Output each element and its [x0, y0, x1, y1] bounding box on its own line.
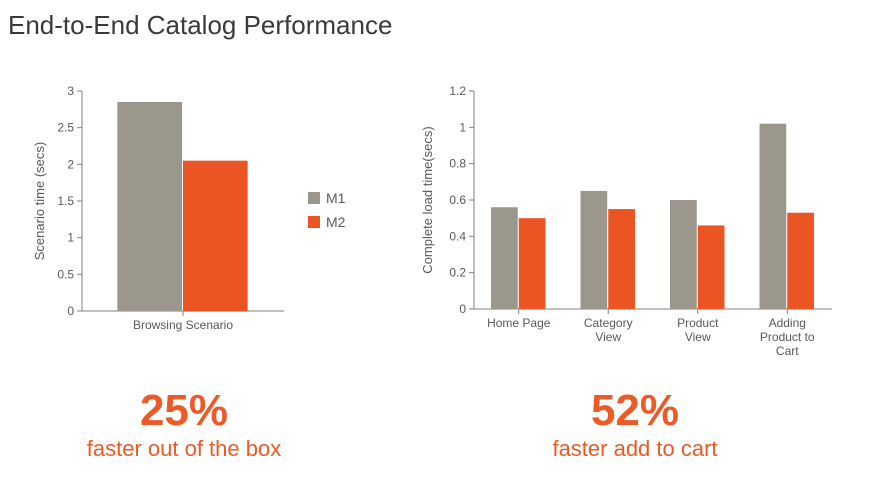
- bar: [183, 161, 248, 311]
- bar: [581, 191, 608, 309]
- y-tick-label: 0.2: [449, 266, 466, 280]
- y-axis-label: Scenario time (secs): [32, 142, 47, 260]
- y-tick-label: 0.6: [449, 193, 466, 207]
- y-tick-label: 0: [67, 304, 74, 318]
- y-tick-label: 2: [67, 157, 74, 171]
- chart-legend: M1 M2: [308, 190, 345, 238]
- legend-label-m2: M2: [326, 214, 345, 230]
- callout-right-big: 52%: [500, 388, 770, 434]
- category-label: Browsing Scenario: [133, 318, 233, 332]
- bar: [519, 218, 546, 309]
- legend-item-m1: M1: [308, 190, 345, 206]
- y-tick-label: 1.2: [449, 85, 466, 98]
- callout-left: 25% faster out of the box: [44, 388, 324, 462]
- category-label: CategoryView: [584, 316, 633, 344]
- y-tick-label: 1: [67, 231, 74, 245]
- y-tick-label: 3: [67, 85, 74, 98]
- bar: [117, 102, 182, 311]
- category-label: AddingProduct toCart: [760, 316, 815, 358]
- bar: [787, 213, 814, 309]
- legend-label-m1: M1: [326, 190, 345, 206]
- legend-swatch-m1: [308, 192, 320, 204]
- bar: [491, 207, 518, 309]
- y-tick-label: 0.4: [449, 229, 466, 243]
- y-tick-label: 0: [459, 302, 466, 316]
- y-tick-label: 0.8: [449, 157, 466, 171]
- y-tick-label: 1.5: [57, 194, 74, 208]
- page-root: End-to-End Catalog Performance 0 0.5 1 1.5 2…: [0, 0, 870, 500]
- load-time-chart: 0 0.2 0.4 0.6 0.8 1 1.2 Complete load time(secs…: [418, 85, 838, 365]
- category-label: ProductView: [677, 316, 719, 344]
- bar: [760, 124, 787, 309]
- bar: [608, 209, 635, 309]
- scenario-time-chart: 0 0.5 1 1.5 2 2.5 3 Scenario time (secs) Browsin…: [30, 85, 290, 345]
- callout-left-sub: faster out of the box: [44, 436, 324, 462]
- y-tick-label: 2.5: [57, 121, 74, 135]
- bar: [670, 200, 697, 309]
- legend-swatch-m2: [308, 216, 320, 228]
- category-label: Home Page: [487, 316, 551, 330]
- legend-item-m2: M2: [308, 214, 345, 230]
- callout-left-big: 25%: [44, 388, 324, 434]
- callout-right: 52% faster add to cart: [500, 388, 770, 462]
- y-tick-label: 1: [459, 120, 466, 134]
- callout-right-sub: faster add to cart: [500, 436, 770, 462]
- bar: [698, 225, 725, 309]
- page-title: End-to-End Catalog Performance: [8, 10, 392, 41]
- y-axis-label: Complete load time(secs): [420, 126, 435, 273]
- y-tick-label: 0.5: [57, 267, 74, 281]
